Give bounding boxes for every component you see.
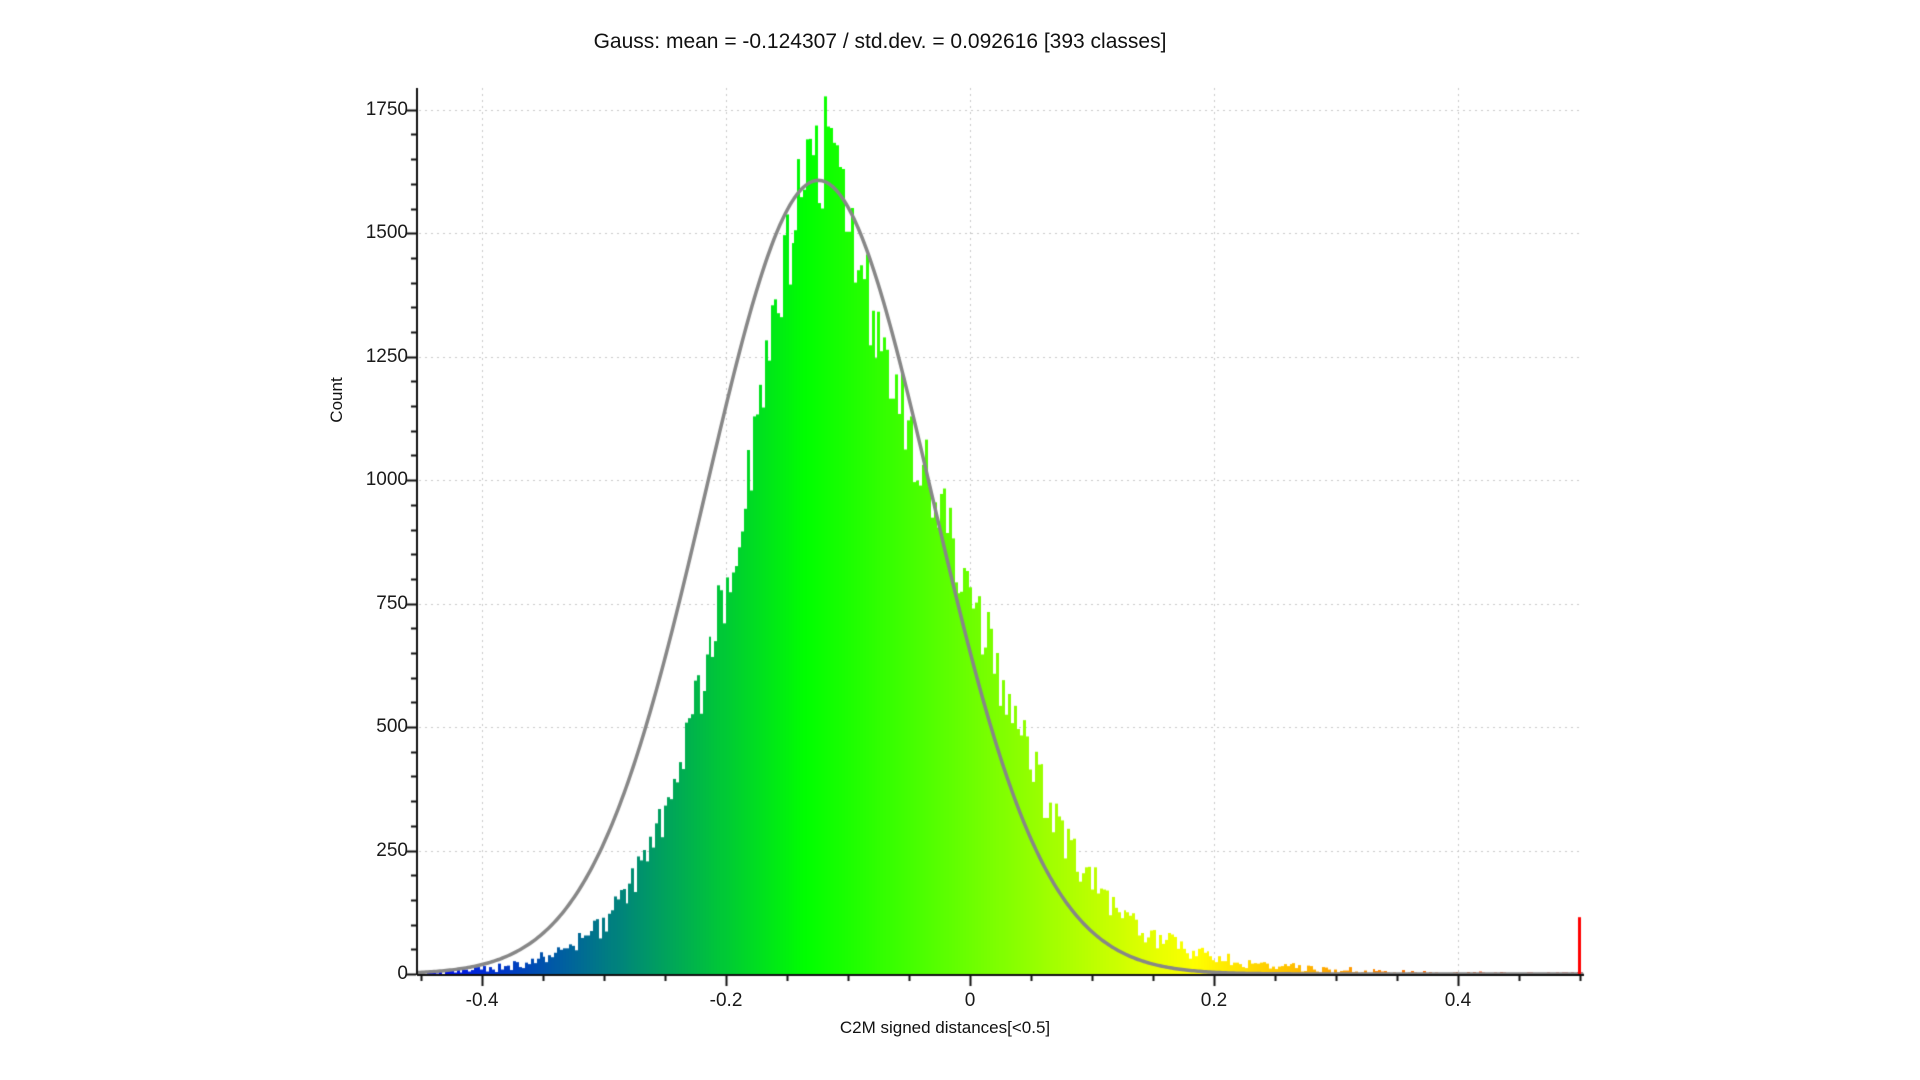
y-tick-label: 750 bbox=[376, 592, 408, 614]
x-tick-label: -0.2 bbox=[709, 990, 743, 1011]
y-tick-label: 1000 bbox=[365, 469, 408, 491]
y-tick-label: 1500 bbox=[365, 222, 408, 244]
y-tick-label: 1750 bbox=[365, 98, 408, 120]
x-tick-label: 0.2 bbox=[1200, 990, 1228, 1011]
x-tick-label: -0.4 bbox=[465, 990, 499, 1011]
y-tick-label: 250 bbox=[376, 839, 408, 861]
chart-title: Gauss: mean = -0.124307 / std.dev. = 0.0… bbox=[593, 30, 1167, 53]
y-axis-title: Count bbox=[327, 377, 346, 423]
y-tick-label: 0 bbox=[397, 963, 408, 984]
y-tick-label: 1250 bbox=[365, 345, 408, 367]
y-tick-label: 500 bbox=[376, 716, 408, 738]
x-tick-label: 0.4 bbox=[1444, 990, 1472, 1011]
x-axis-title: C2M signed distances[<0.5] bbox=[839, 1018, 1051, 1037]
x-tick-label: 0 bbox=[964, 990, 976, 1011]
